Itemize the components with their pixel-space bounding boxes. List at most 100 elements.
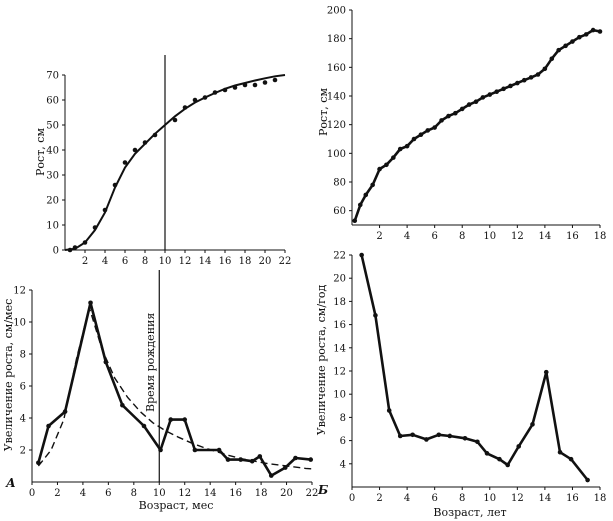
tr-y-tick-label: 60 [333, 206, 346, 217]
tr-data-point [521, 77, 527, 83]
bl-y-tick-label: 10 [13, 318, 26, 329]
chart-height-by-years: Рост, см 2 4 6 8 10 12 14 16 18 60 80 100 120 140 160 1… [317, 6, 606, 243]
bl-data-point [268, 473, 274, 478]
bl-data-point [182, 417, 188, 422]
tl-y-tick-label: 20 [46, 196, 59, 207]
bl-y-tick-label: 8 [20, 350, 26, 361]
br-y-tick-label: 16 [333, 320, 346, 331]
bl-data-point [257, 454, 263, 459]
tr-data-point [425, 128, 431, 133]
tr-x-tick-label: 12 [511, 231, 524, 242]
tl-y-tick-label: 10 [46, 221, 59, 232]
tr-data-point [597, 29, 603, 34]
tl-x-tick-label: 6 [122, 256, 128, 267]
tr-data-point [363, 192, 369, 198]
tr-y-tick-label: 200 [327, 6, 346, 17]
tr-data-point [542, 66, 548, 72]
br-y-tick-label: 12 [333, 367, 346, 378]
br-x-tick-label: 16 [566, 493, 579, 504]
tr-data-point [453, 110, 458, 116]
tr-x-tick-label: 8 [459, 231, 465, 242]
br-x-tick-label: 8 [459, 493, 465, 504]
br-y-tick-label: 6 [340, 436, 346, 447]
tr-data-point [528, 75, 534, 80]
br-data-point [424, 437, 429, 442]
tr-data-point [480, 95, 486, 100]
tl-data-point [262, 80, 268, 85]
bl-data-point [225, 457, 231, 462]
bl-y-tick-label: 2 [20, 446, 26, 457]
tr-x-tick-label: 4 [404, 231, 410, 242]
tl-x-tick-label: 18 [239, 256, 252, 267]
br-data-point [436, 432, 442, 438]
tr-x-tick-label: 10 [483, 231, 496, 242]
tr-data-point [357, 202, 363, 208]
br-x-tick-label: 12 [511, 493, 524, 504]
bl-data-point [88, 300, 93, 306]
chart-height-by-months: Рост, см 2 4 6 8 10 12 14 16 18 20 22 0 10 20 30 40 50 60… [34, 55, 291, 267]
br-data-point [475, 439, 480, 445]
tr-data-point [439, 118, 444, 123]
bl-data-point [120, 402, 125, 408]
tl-y-tick-label: 40 [46, 146, 59, 157]
bl-ylabel: Увеличение роста, см/мес [2, 299, 15, 452]
bl-x-tick-label: 2 [54, 488, 60, 499]
bl-x-tick-label: 14 [204, 488, 217, 499]
tr-data-point [556, 47, 561, 53]
tl-data-point [172, 117, 178, 123]
bl-xlabel: Возраст, мес [139, 499, 214, 512]
br-x-tick-label: 0 [349, 493, 355, 504]
br-y-tick-label: 18 [333, 297, 346, 308]
bl-data-point [141, 423, 147, 429]
br-data-point [543, 369, 549, 375]
tl-x-tick-label: 16 [219, 256, 232, 267]
tr-data-point [411, 136, 417, 142]
tr-data-point [459, 106, 465, 112]
br-data-point [447, 433, 453, 439]
tl-x-tick-label: 22 [279, 256, 292, 267]
br-panel-label: Б [317, 483, 328, 497]
tr-data-point [473, 99, 479, 105]
tl-x-tick-label: 4 [102, 256, 108, 267]
br-data-point [386, 408, 392, 413]
bl-x-tick-label: 4 [80, 488, 86, 499]
br-data-point [484, 451, 490, 456]
br-x-tick-label: 4 [404, 493, 410, 504]
tl-data-point [272, 77, 278, 83]
tr-data-point [508, 83, 513, 89]
bl-annotation: Время рождения [144, 313, 157, 412]
bl-x-tick-label: 0 [29, 488, 35, 499]
br-data-point [557, 449, 563, 455]
tr-data-point [391, 155, 396, 160]
br-y-tick-label: 20 [333, 274, 346, 285]
br-y-tick-label: 14 [333, 343, 346, 354]
br-data-point [410, 432, 415, 438]
tr-x-tick-label: 2 [376, 231, 382, 242]
bl-dashed-curve [37, 304, 313, 470]
br-x-tick-label: 6 [431, 493, 437, 504]
br-data-point [585, 477, 590, 483]
bl-x-tick-label: 18 [255, 488, 268, 499]
tr-x-tick-label: 18 [594, 231, 607, 242]
br-ylabel: Увеличение роста, см/год [315, 285, 328, 436]
tr-y-tick-label: 160 [327, 63, 346, 74]
br-y-tick-label: 4 [340, 459, 346, 470]
tl-data-point [252, 82, 258, 88]
tr-data-point [570, 39, 575, 44]
tl-x-tick-label: 12 [179, 256, 192, 267]
tl-x-tick-label: 14 [199, 256, 212, 267]
bl-x-tick-label: 6 [105, 488, 111, 499]
br-y-tick-label: 22 [333, 251, 346, 262]
tl-y-tick-label: 50 [46, 121, 59, 132]
br-x-tick-label: 14 [539, 493, 552, 504]
tr-data-point [563, 43, 568, 49]
tl-fit-curve [64, 74, 286, 251]
tr-x-tick-label: 6 [431, 231, 437, 242]
tr-x-tick-label: 16 [566, 231, 579, 242]
br-data-point [397, 433, 403, 439]
bl-data-point [293, 455, 298, 461]
tr-data-point [466, 102, 472, 107]
tl-y-tick-label: 60 [46, 96, 59, 107]
tr-data-point [446, 113, 451, 119]
